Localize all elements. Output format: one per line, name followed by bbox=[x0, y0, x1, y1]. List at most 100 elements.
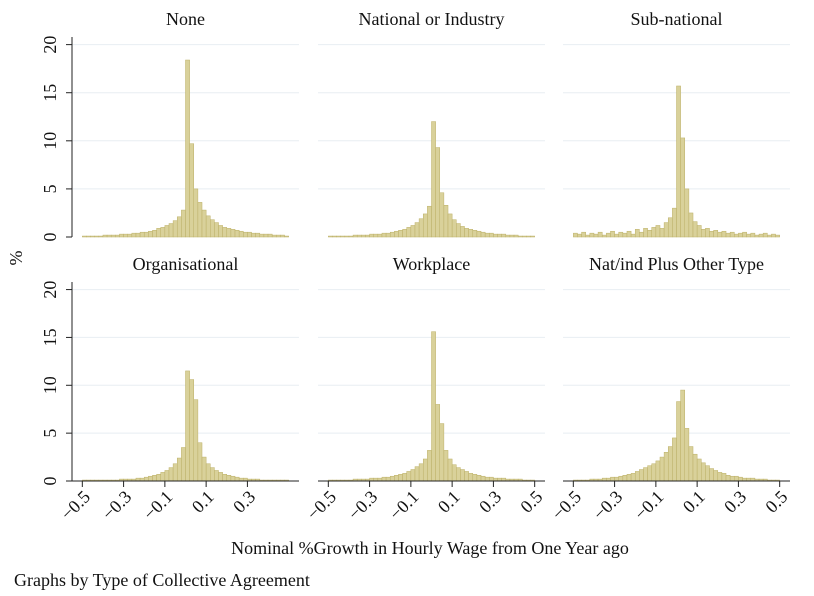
histogram-bar bbox=[734, 233, 739, 238]
histogram-bar bbox=[197, 202, 203, 238]
histogram-bar bbox=[489, 476, 494, 482]
histogram-bar bbox=[176, 457, 182, 482]
histogram-bar bbox=[164, 225, 170, 238]
histogram-bar bbox=[427, 205, 432, 238]
histogram-bar bbox=[643, 467, 648, 482]
histogram-bar bbox=[729, 475, 735, 482]
histogram-bar bbox=[639, 231, 644, 238]
histogram-bar bbox=[332, 235, 337, 238]
histogram-bar bbox=[98, 235, 104, 238]
x-tick-label: −0.1 bbox=[385, 487, 422, 524]
histogram-bar bbox=[501, 233, 507, 238]
histogram-bar bbox=[160, 472, 166, 482]
histogram-bar bbox=[526, 235, 531, 238]
histogram-bar bbox=[152, 230, 157, 238]
histogram-bar bbox=[672, 207, 677, 238]
x-tick-label: 0.1 bbox=[434, 487, 464, 517]
histogram-bar bbox=[577, 233, 582, 238]
histogram-bar bbox=[394, 475, 399, 482]
histogram-bar bbox=[82, 235, 87, 238]
histogram-bar bbox=[460, 226, 465, 238]
histogram-bar bbox=[610, 476, 615, 482]
histogram-bar bbox=[328, 235, 333, 238]
x-tick-label: −0.1 bbox=[630, 487, 667, 524]
note: Graphs by Type of Collective Agreement bbox=[14, 570, 310, 590]
histogram-bar bbox=[344, 235, 350, 238]
y-tick-label: 5 bbox=[40, 184, 60, 193]
histogram-bar bbox=[480, 475, 486, 482]
histogram-bar bbox=[410, 225, 416, 238]
histogram-bar bbox=[721, 473, 727, 482]
histogram-bar bbox=[593, 233, 599, 238]
histogram-bar bbox=[647, 230, 652, 238]
x-tick-label: −0.5 bbox=[57, 487, 94, 524]
histogram-bar bbox=[356, 234, 362, 238]
histogram-bar bbox=[630, 473, 636, 482]
y-tick-label: 20 bbox=[40, 281, 60, 299]
histogram-bar bbox=[86, 235, 91, 238]
y-axis-label: % bbox=[6, 251, 26, 266]
histogram-bar bbox=[651, 227, 657, 238]
y-tick-label: 0 bbox=[40, 477, 60, 486]
histogram-bar bbox=[684, 428, 690, 482]
histogram-bar bbox=[431, 331, 436, 482]
histogram-bar bbox=[238, 230, 244, 238]
histogram-bar bbox=[143, 476, 149, 482]
histogram-bar bbox=[247, 231, 252, 238]
histogram-bar bbox=[418, 463, 424, 482]
histogram-bar bbox=[201, 209, 207, 238]
histogram-bar bbox=[758, 233, 764, 238]
histogram-bar bbox=[373, 233, 379, 238]
histogram-bar bbox=[713, 230, 719, 238]
histogram-bar bbox=[234, 476, 240, 482]
histogram-bar bbox=[123, 233, 128, 238]
histogram-bar bbox=[271, 234, 277, 238]
x-tick-label: 0.1 bbox=[188, 487, 218, 517]
histogram-bar bbox=[222, 227, 228, 238]
x-tick-label: 0.3 bbox=[229, 487, 259, 517]
histogram-bar bbox=[614, 233, 619, 238]
histogram-bar bbox=[509, 234, 515, 238]
histogram-bar bbox=[381, 232, 387, 238]
histogram-bar bbox=[630, 233, 636, 238]
histogram-bar bbox=[226, 475, 232, 482]
histogram-bar bbox=[688, 212, 694, 238]
histogram-bar bbox=[606, 232, 611, 238]
histogram-bar bbox=[667, 446, 673, 482]
histogram-bar bbox=[139, 231, 145, 238]
histogram-bar bbox=[394, 230, 399, 238]
histogram-bar bbox=[385, 476, 391, 482]
x-tick-label: −0.1 bbox=[139, 487, 176, 524]
y-tick-label: 15 bbox=[40, 84, 60, 102]
histogram-bar bbox=[422, 213, 428, 238]
histogram-bar bbox=[365, 234, 370, 238]
histogram-bar bbox=[618, 231, 624, 238]
histogram-bar bbox=[156, 474, 161, 482]
histogram-bar bbox=[435, 147, 441, 238]
histogram-bar bbox=[389, 475, 395, 482]
histogram-bar bbox=[663, 452, 669, 482]
histogram-bar bbox=[610, 230, 615, 238]
histogram-bar bbox=[589, 232, 595, 238]
histogram-bar bbox=[143, 231, 149, 238]
histogram-bar bbox=[750, 232, 756, 238]
histogram-bar bbox=[185, 370, 190, 482]
histogram-bar bbox=[90, 235, 95, 238]
histogram-bar bbox=[377, 233, 383, 238]
y-tick-label: 20 bbox=[40, 36, 60, 54]
histogram-bar bbox=[456, 223, 461, 238]
histogram-bar bbox=[214, 222, 219, 238]
histogram-bar bbox=[456, 467, 461, 482]
histogram-bar bbox=[251, 232, 256, 238]
histogram-bar bbox=[517, 235, 523, 238]
histogram-bar bbox=[439, 423, 445, 482]
histogram-bar bbox=[230, 475, 236, 482]
histogram-bar bbox=[94, 235, 100, 238]
histogram-bar bbox=[742, 231, 747, 238]
histogram-bar bbox=[581, 231, 586, 238]
histogram-bar bbox=[276, 234, 281, 238]
histogram-bar bbox=[634, 471, 640, 482]
histogram-bar bbox=[585, 234, 591, 238]
histogram-bar bbox=[734, 475, 739, 482]
